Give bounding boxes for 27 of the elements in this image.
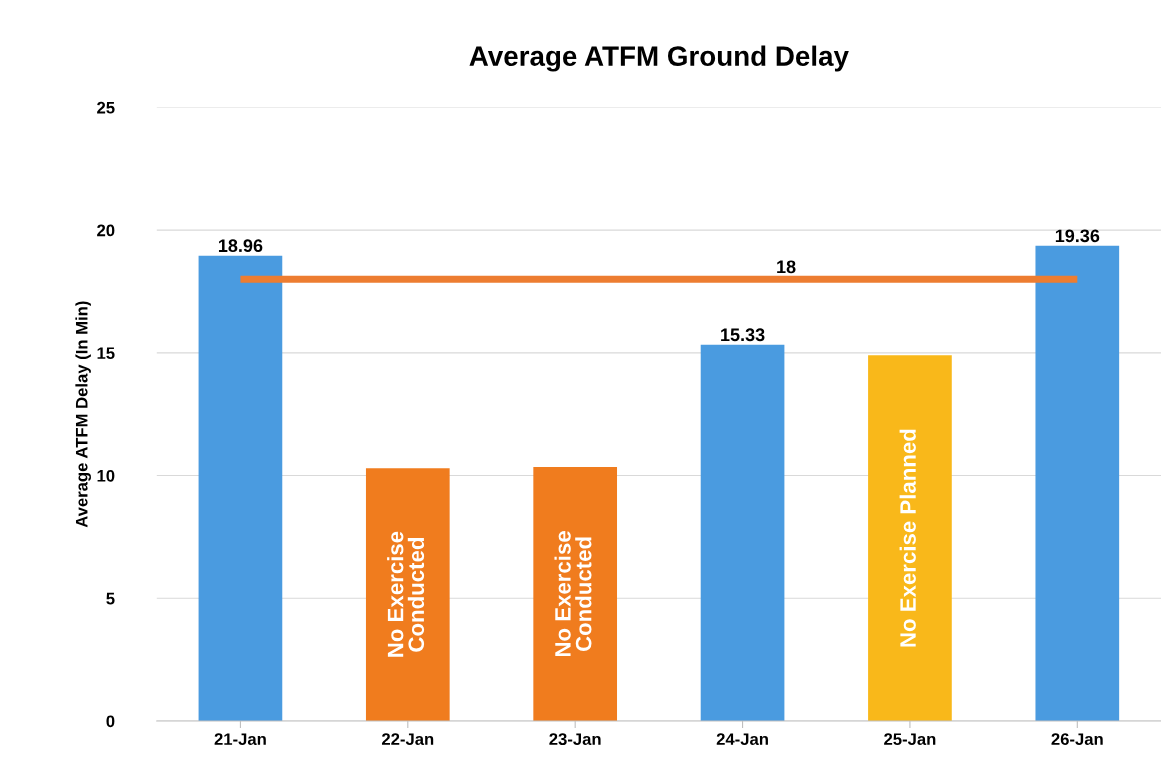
data-label: No Exercise Planned [899,429,916,647]
data-label: 18.96 [218,239,263,253]
bar [533,466,618,721]
y-tick-label: 10 [97,469,115,482]
ref-line-label: 18 [777,260,796,274]
y-axis-title: Average ATFM Delay (In Min) [75,301,91,528]
data-label: 19.36 [1055,229,1100,243]
x-tick-label: 25-Jan [884,733,936,746]
y-tick-label: 5 [106,592,115,605]
chart-title: Average ATFM Ground Delay [469,45,849,72]
bar [700,344,785,721]
y-tick-label: 15 [97,347,115,360]
bar [198,255,283,721]
data-label: 15.33 [721,328,765,342]
data-label: No Exercise Conducted [387,531,425,657]
y-tick-label: 0 [106,715,115,728]
x-tick-label: 26-Jan [1051,733,1103,746]
y-tick-label: 25 [97,101,115,114]
data-label: No Exercise Conducted [554,531,592,657]
bar [1035,245,1120,721]
y-tick-label: 20 [97,224,115,237]
bar [868,355,952,721]
x-tick-label: 24-Jan [716,733,768,746]
x-tick-label: 23-Jan [549,733,601,746]
x-tick-label: 21-Jan [214,733,266,746]
bar [365,468,450,721]
x-tick-label: 22-Jan [381,733,434,746]
